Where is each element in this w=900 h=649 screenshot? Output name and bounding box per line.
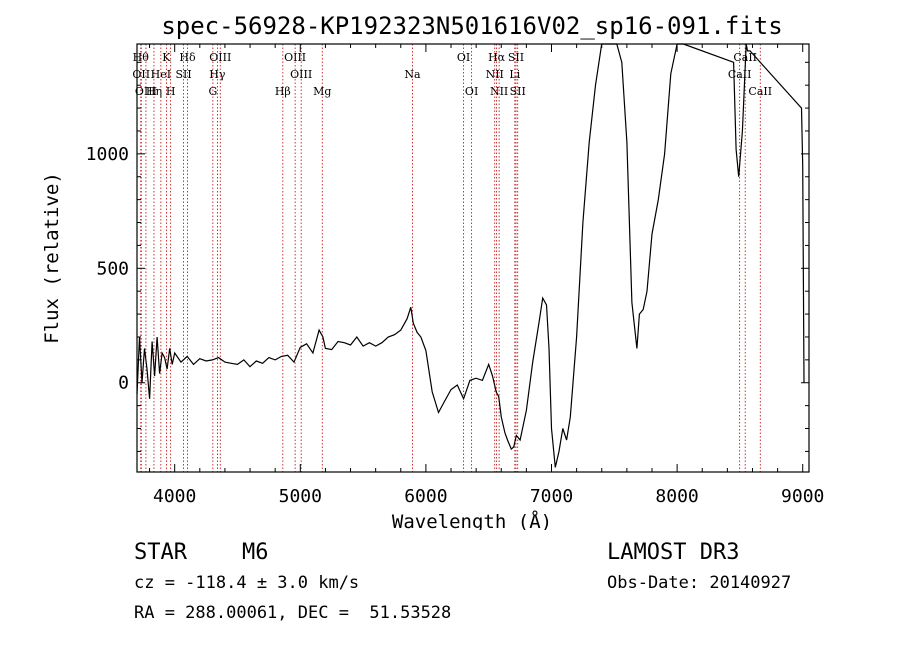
line-label: SII: [510, 85, 526, 98]
x-tick-label: 6000: [404, 486, 447, 507]
line-label: Hγ: [209, 68, 226, 81]
chart-title: spec-56928-KP192323N501616V02_sp16-091.f…: [161, 12, 782, 40]
x-tick-label: 9000: [781, 486, 824, 507]
survey-name: LAMOST DR3: [607, 540, 740, 565]
line-label: OIII: [284, 51, 306, 64]
redshift-cz: cz = -118.4 ± 3.0 km/s: [134, 573, 360, 593]
line-label: Hα: [488, 51, 506, 64]
line-label: SII: [175, 68, 191, 81]
line-label: CaII: [728, 68, 752, 81]
x-tick-label: 7000: [530, 486, 573, 507]
line-label: NII: [486, 68, 504, 81]
object-subclass: M6: [242, 540, 269, 565]
line-label: OIII: [290, 68, 312, 81]
line-label: Mg: [313, 85, 331, 98]
emission-line-markers: [140, 44, 761, 472]
line-label: HeI: [151, 68, 171, 81]
line-label: SII: [508, 51, 524, 64]
y-axis-ticks: 0 500 1000: [86, 61, 809, 452]
line-label: CaII: [748, 85, 772, 98]
y-tick-label: 0: [118, 373, 129, 394]
line-label: OI: [465, 85, 478, 98]
y-tick-label: 1000: [86, 144, 129, 165]
observation-date: Obs-Date: 20140927: [607, 573, 792, 593]
line-label: OII: [132, 68, 150, 81]
emission-line-labels: HθOIIOIIIHηHeIKHSIIHδGHγOIIIHβOIIIOIIIMg…: [132, 51, 772, 98]
x-tick-label: 4000: [153, 486, 196, 507]
line-label: Li: [509, 68, 520, 81]
x-axis-ticks: 4000 5000 6000 7000 8000 9000: [149, 44, 824, 507]
object-type: STAR: [134, 540, 187, 565]
y-axis-label: Flux (relative): [41, 172, 63, 344]
line-label: Hβ: [275, 85, 291, 98]
plot-frame: [136, 43, 810, 473]
line-label: Hδ: [179, 51, 196, 64]
x-tick-label: 8000: [655, 486, 698, 507]
line-label: OI: [457, 51, 470, 64]
x-axis-label: Wavelength (Å): [392, 510, 552, 530]
line-label: OIII: [209, 51, 231, 64]
line-label: OIII: [135, 85, 157, 98]
spectrum-line: [136, 43, 805, 468]
line-label: Na: [404, 68, 421, 81]
line-label: K: [162, 51, 171, 64]
line-label: H: [166, 85, 176, 98]
line-label: Hη: [146, 85, 162, 98]
line-label: G: [208, 85, 217, 98]
spectrum-chart: spec-56928-KP192323N501616V02_sp16-091.f…: [41, 12, 824, 530]
x-tick-label: 5000: [279, 486, 322, 507]
line-label: NII: [490, 85, 508, 98]
y-tick-label: 500: [96, 258, 129, 279]
ra-dec: RA = 288.00061, DEC = 51.53528: [134, 603, 452, 623]
